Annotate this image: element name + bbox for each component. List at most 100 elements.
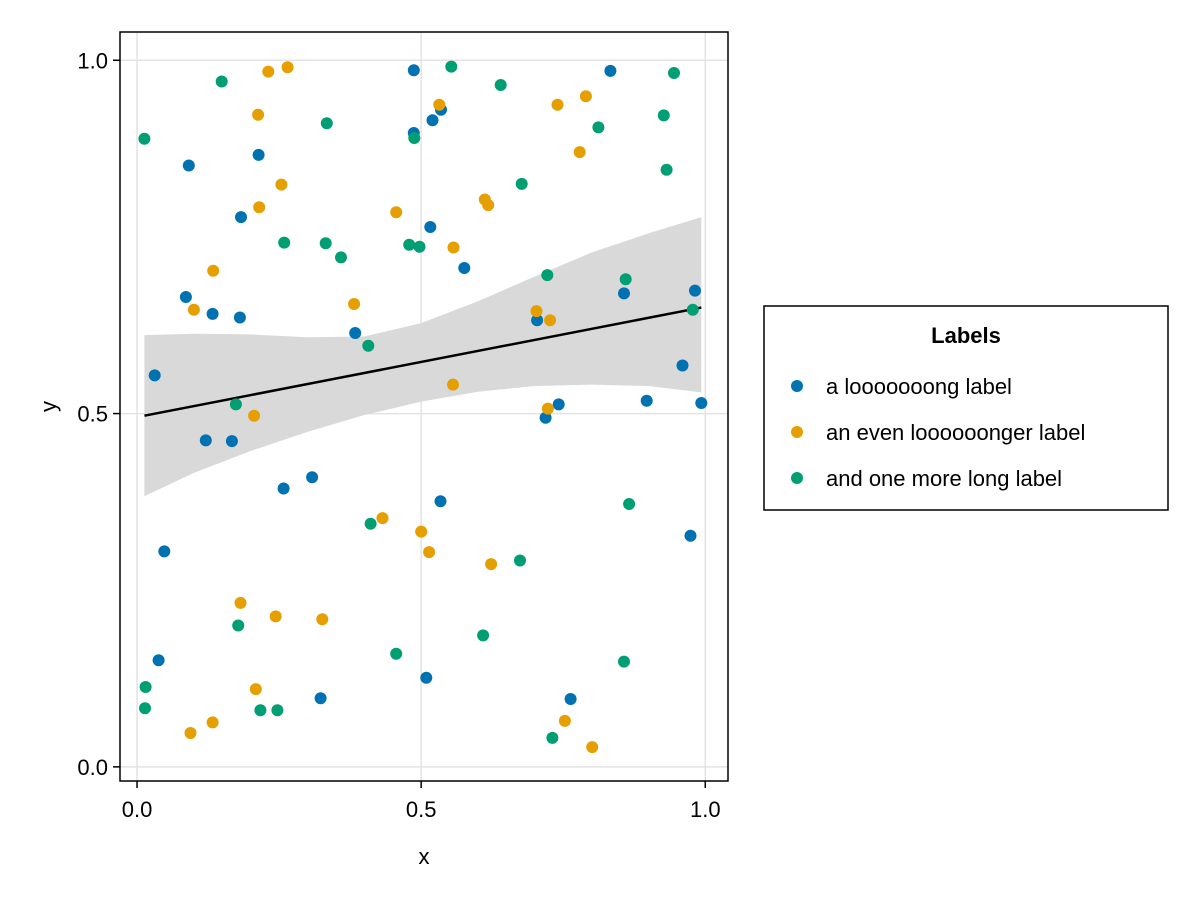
confidence-band-layer [144,217,702,497]
x-axis-label: x [419,844,430,869]
x-tick-label: 0.0 [122,797,153,822]
data-point [349,327,362,339]
data-point [586,741,599,754]
data-point [184,727,197,739]
data-point [269,610,282,623]
data-point [676,359,689,372]
data-point [152,654,165,667]
data-point [262,65,275,78]
data-point [619,273,632,286]
data-point [275,178,288,191]
data-point [403,238,416,251]
data-point [407,64,420,77]
data-point [695,397,708,409]
data-point [434,495,447,508]
data-point [684,529,697,542]
data-point [235,211,247,224]
data-point [364,517,377,530]
data-point [541,402,554,415]
data-point [433,98,446,111]
data-point [494,79,507,91]
data-points-layer [138,60,708,754]
data-point [215,75,228,88]
data-point [234,596,247,609]
data-point [314,692,327,705]
data-point [544,314,557,327]
legend-label: a looooooong label [826,374,1012,399]
data-point [552,398,565,411]
legend-marker [791,472,803,484]
data-point [206,307,219,320]
data-point [657,109,670,122]
data-point [232,619,245,632]
y-axis-label: y [36,401,61,412]
y-tick-label: 0.5 [77,402,108,427]
data-point [376,512,389,525]
data-point [348,298,361,310]
data-point [546,731,559,744]
y-tick-label: 0.0 [77,755,108,780]
data-point [233,311,246,324]
data-point [426,114,439,127]
data-point [573,146,586,159]
data-point [390,206,403,219]
data-point [158,545,171,558]
legend-label: and one more long label [826,466,1062,491]
x-tick-label: 0.5 [406,797,437,822]
data-point [485,558,498,571]
data-point [271,704,284,717]
data-point [229,398,242,411]
data-point [579,90,592,103]
data-point [206,716,219,729]
data-point [668,67,680,79]
series-3-points [138,60,699,744]
data-point [207,264,220,277]
legend-label: an even loooooonger label [826,420,1085,445]
legend-title: Labels [931,323,1001,348]
data-point [551,98,564,111]
data-point [148,369,161,382]
fit-line-layer [144,306,702,417]
data-point [558,714,571,727]
data-point [447,378,459,391]
legend-box [763,305,1169,511]
data-point [689,284,701,297]
regression-line [144,306,702,417]
data-point [531,314,544,327]
data-point [623,498,636,510]
data-point [320,117,333,130]
data-point [281,61,294,74]
data-point [477,629,490,642]
data-point [618,287,630,300]
data-point [252,148,265,161]
data-point [139,681,152,693]
data-point [408,132,421,144]
data-point [686,303,699,316]
data-point [604,64,617,77]
data-point [319,237,332,250]
series-2-points [184,61,599,754]
axis-ticks: 0.0 0.5 1.0 0.0 0.5 1.0 [77,48,720,822]
legend-items: a looooooong label an even loooooonger la… [791,374,1085,491]
data-point [335,251,347,264]
data-point [316,613,329,626]
data-point [249,683,262,696]
data-point [252,108,265,121]
data-point [390,647,403,660]
data-point [539,411,552,424]
data-point [424,221,437,233]
data-point [277,482,290,495]
plot-frame [119,31,729,782]
data-point [199,434,212,447]
data-point [415,525,428,538]
data-point [182,159,195,172]
data-point [278,236,291,249]
data-point [618,655,630,668]
data-point [139,702,151,715]
data-point [187,303,200,316]
y-tick-label: 1.0 [77,48,108,73]
x-tick-label: 1.0 [690,797,721,822]
data-point [413,240,426,253]
data-point [138,132,151,145]
legend: Labels a looooooong label an even loooooo… [763,305,1169,511]
